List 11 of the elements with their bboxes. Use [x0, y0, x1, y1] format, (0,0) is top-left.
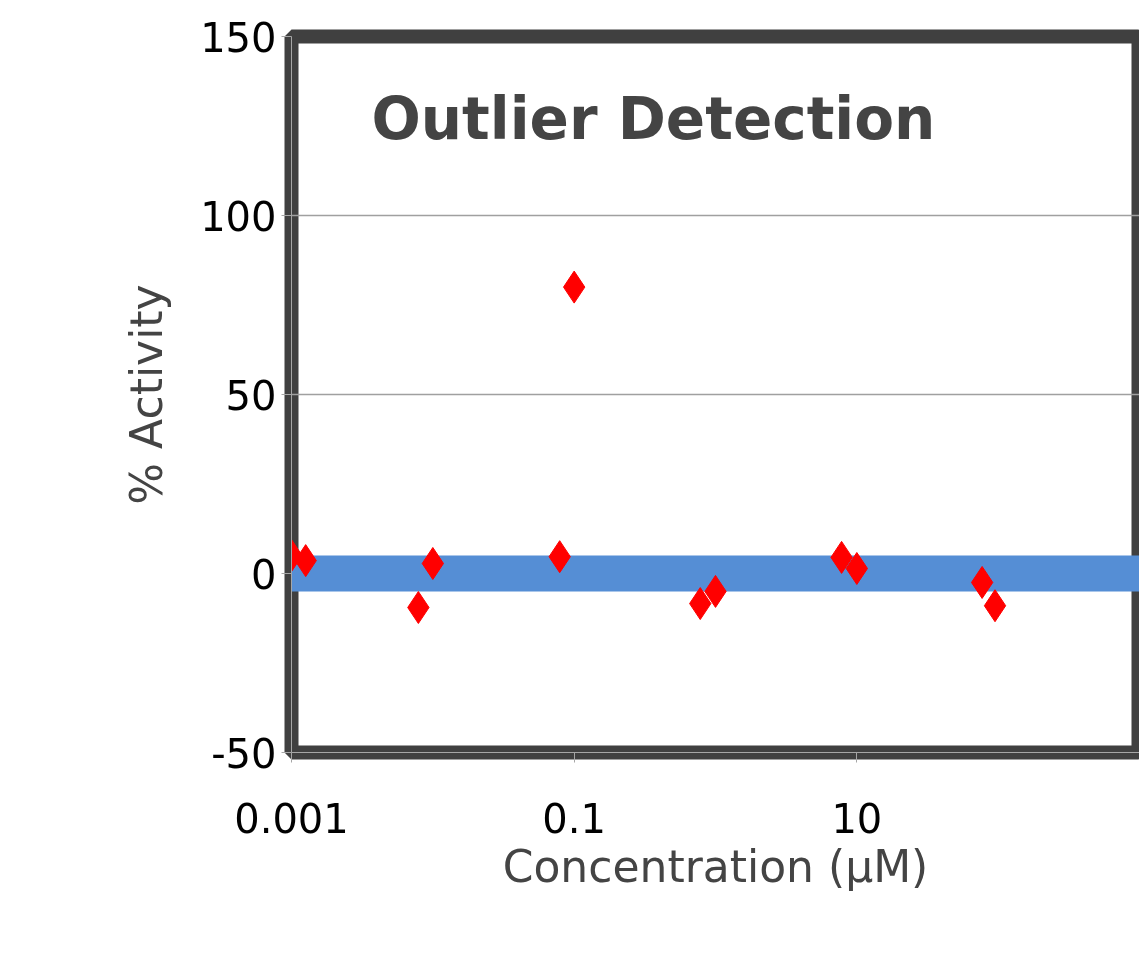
y-tick-label: -50 — [211, 730, 277, 777]
x-tick-label: 0.001 — [234, 795, 349, 842]
x-axis-title: Concentration (µM) — [502, 840, 929, 892]
text: Outlier Detection — [371, 84, 936, 153]
x-tick-label: 10 — [831, 795, 883, 842]
y-tick-label: 50 — [225, 372, 277, 419]
y-tick-label: 100 — [200, 193, 277, 240]
y-axis-title: % Activity — [121, 284, 173, 505]
x-tick-label: 0.1 — [542, 795, 606, 842]
y-tick-label: 0 — [251, 551, 277, 598]
y-tick-label: 150 — [200, 14, 277, 61]
